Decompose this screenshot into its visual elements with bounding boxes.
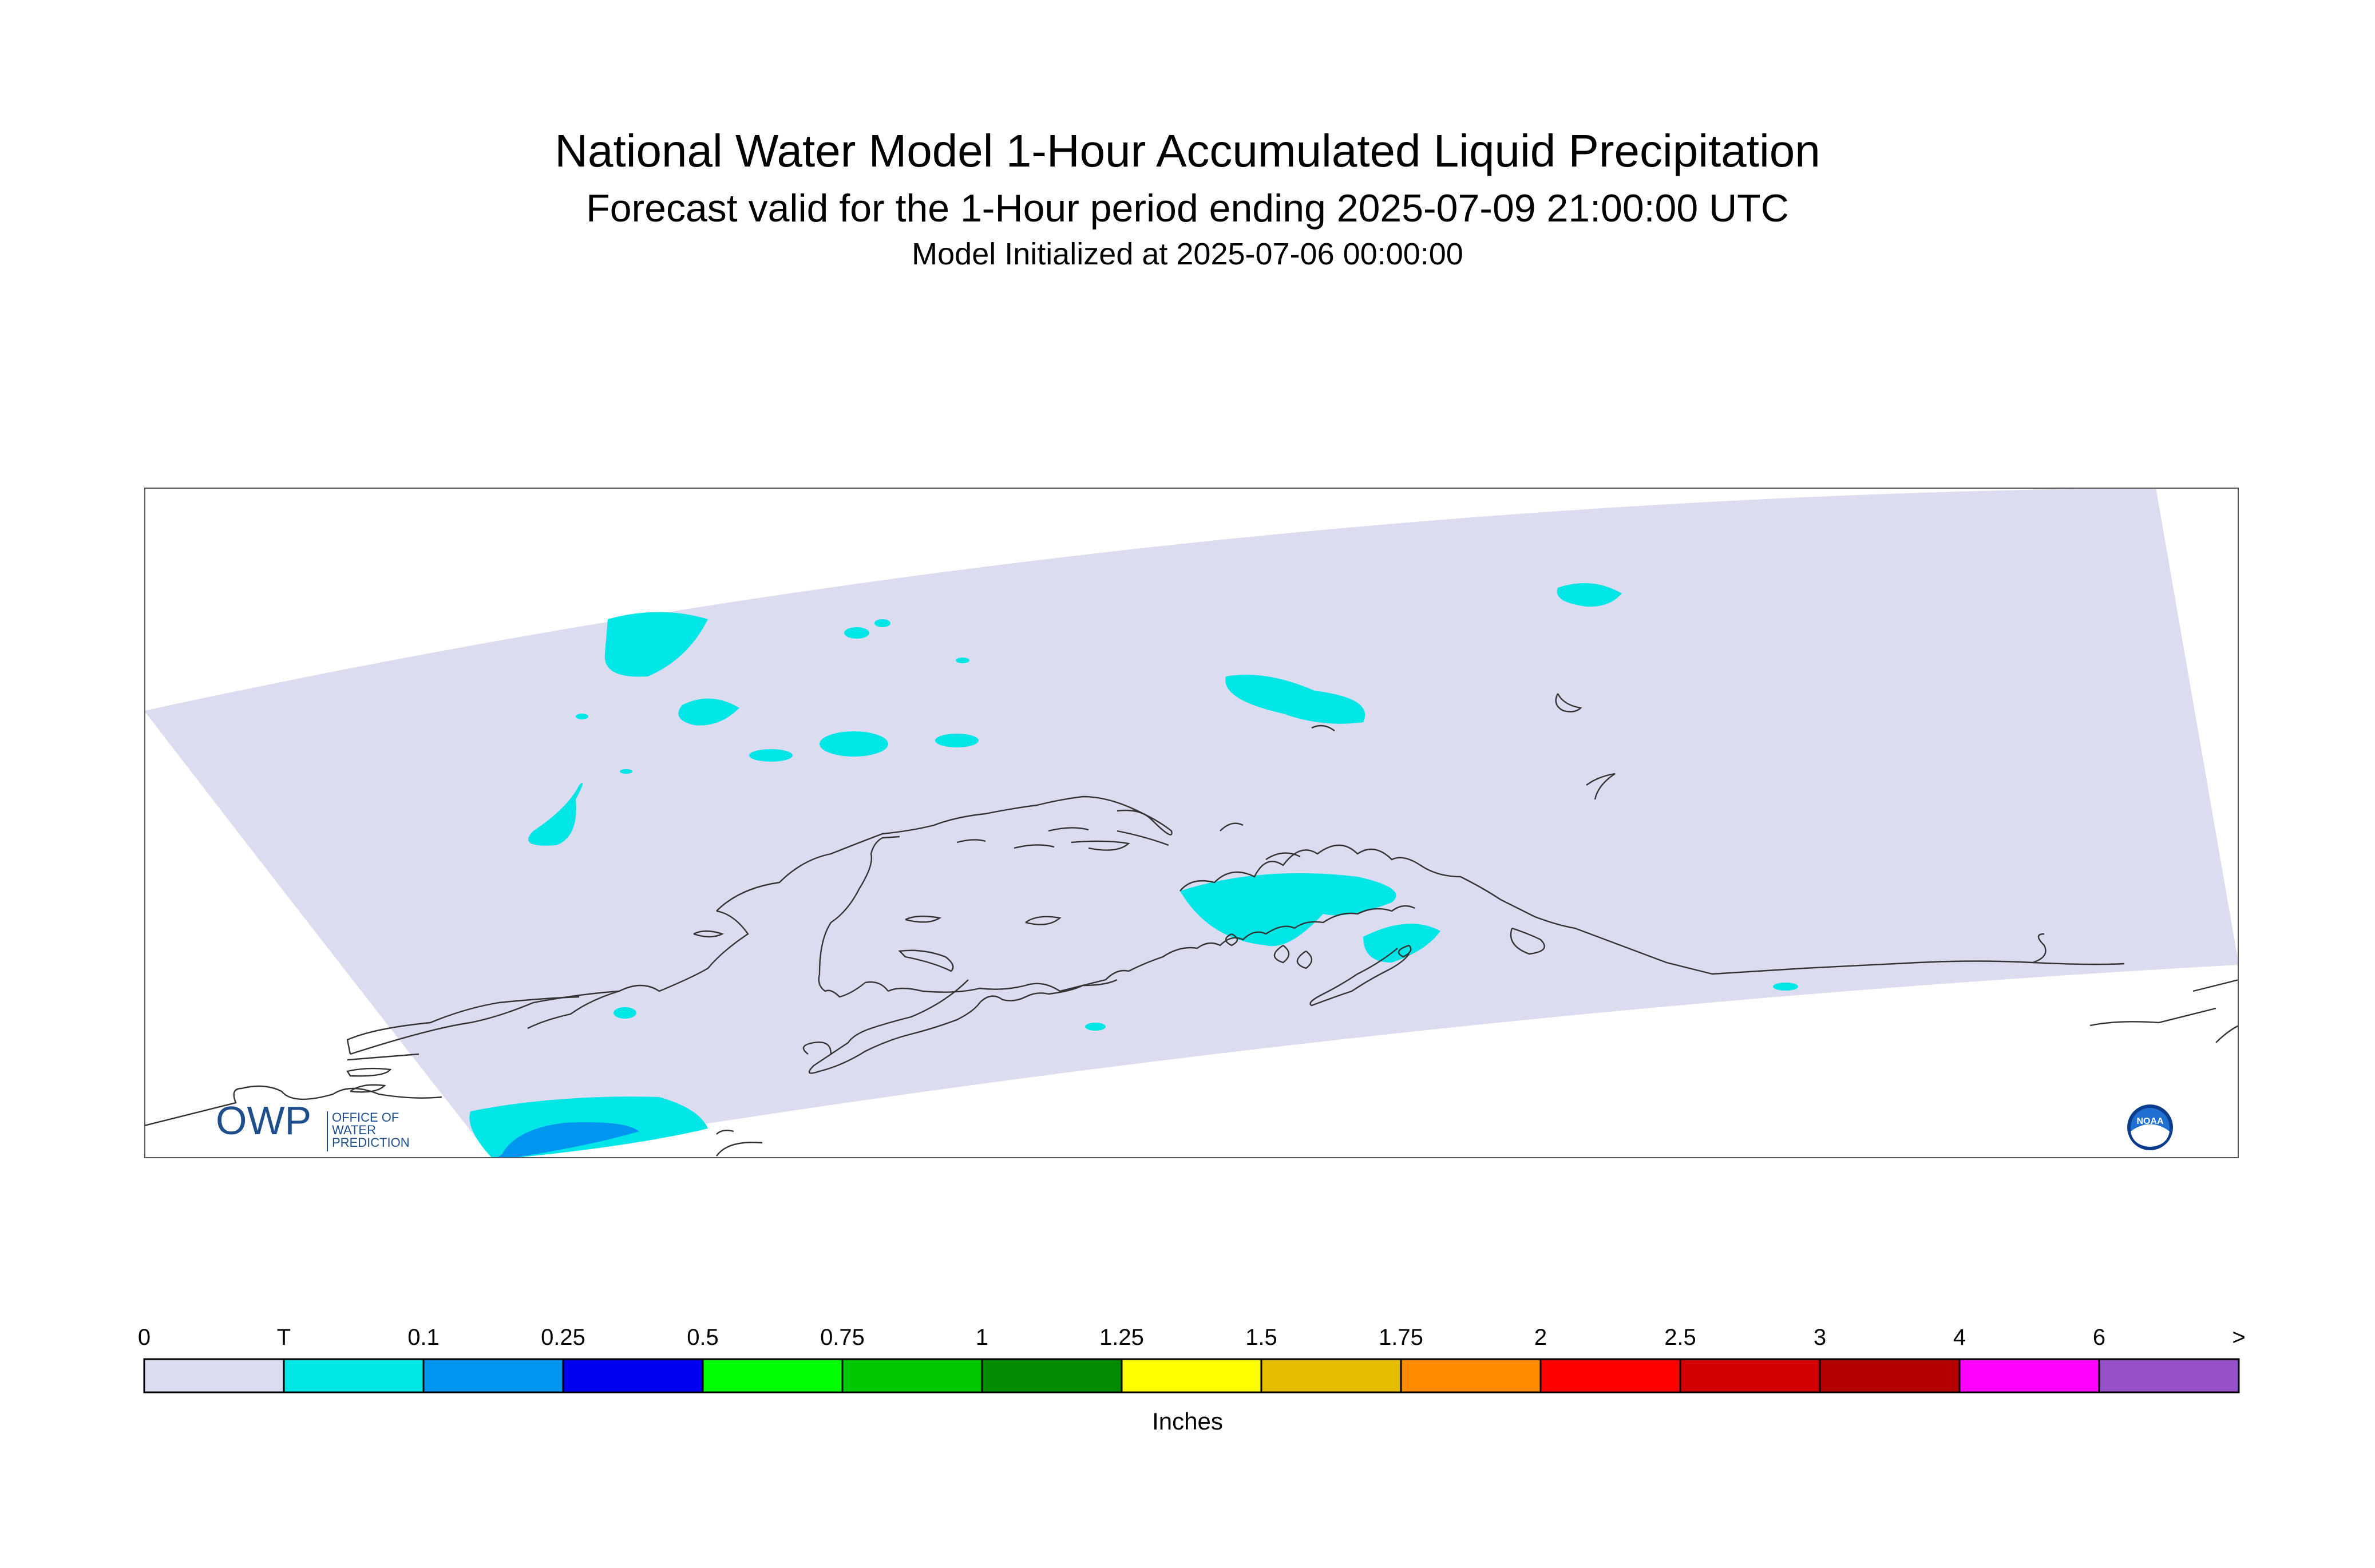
legend-swatch	[1958, 1358, 2100, 1393]
owp-line1: OFFICE OF	[332, 1110, 399, 1124]
legend-swatch	[1539, 1358, 1681, 1393]
legend-tick-label: 1.75	[1379, 1325, 1423, 1350]
precip-patch	[935, 734, 979, 747]
precip-patch	[1773, 983, 1798, 991]
legend-tick-label: 0	[138, 1325, 151, 1350]
legend-tick-label: T	[277, 1325, 291, 1350]
legend-swatch	[422, 1358, 564, 1393]
legend-swatch	[1121, 1358, 1262, 1393]
legend-tick-label: 2.5	[1664, 1325, 1696, 1350]
precip-patch	[576, 714, 588, 719]
precip-patch	[833, 737, 874, 751]
precip-patch	[1363, 924, 1440, 963]
legend-swatch	[981, 1358, 1123, 1393]
legend-swatch	[1819, 1358, 1961, 1393]
map-title: National Water Model 1-Hour Accumulated …	[555, 125, 1820, 176]
owp-line2: WATER	[332, 1123, 376, 1137]
legend-swatch	[562, 1358, 704, 1393]
precip-patch	[749, 749, 793, 762]
legend-swatches	[143, 1358, 2240, 1393]
noaa-logo-icon: NOAA	[2127, 1104, 2173, 1150]
owp-line3: PREDICTION	[332, 1135, 410, 1150]
legend-tick-label: 0.25	[541, 1325, 585, 1350]
precip-patch	[604, 612, 708, 677]
legend-tick-label: 1	[976, 1325, 988, 1350]
light-blue-precip-area	[496, 1122, 639, 1158]
legend-tick-label: 0.1	[407, 1325, 440, 1350]
precip-patch	[1085, 1023, 1106, 1031]
legend-labels: 0 T 0.1 0.25 0.5 0.75 1 1.25 1.5 1.75 2 2.5 3 4 6 >	[138, 1325, 2246, 1350]
owp-mark: OWP	[216, 1098, 311, 1143]
legend-tick-label: 4	[1953, 1325, 1966, 1350]
precip-patch	[956, 658, 969, 663]
precip-patch	[1180, 873, 1396, 947]
model-init-line: Model Initialized at 2025-07-06 00:00:00	[912, 237, 1463, 271]
owp-logo: OWP OFFICE OF WATER PREDICTION	[216, 1098, 410, 1151]
legend-swatch	[702, 1358, 844, 1393]
noaa-label: NOAA	[2136, 1116, 2164, 1126]
trace-precip-areas	[469, 583, 1798, 1158]
precip-patch	[874, 619, 890, 627]
precip-patch	[528, 782, 583, 846]
legend-tick-label: 0.5	[687, 1325, 719, 1350]
legend-swatch	[1260, 1358, 1402, 1393]
legend-swatch	[283, 1358, 425, 1393]
legend-tick-label: 0.75	[820, 1325, 865, 1350]
legend-tick-label: 6	[2093, 1325, 2105, 1350]
precip-patch	[844, 627, 869, 639]
coastlines	[144, 693, 2239, 1157]
precip-patch	[1557, 583, 1622, 607]
map-frame	[144, 488, 2239, 1158]
precip-patch	[1225, 675, 1365, 724]
legend-unit-label: Inches	[1152, 1408, 1223, 1435]
precip-patch	[620, 769, 632, 774]
legend-tick-label: 3	[1814, 1325, 1826, 1350]
map-subtitle: Forecast valid for the 1-Hour period end…	[586, 187, 1789, 230]
legend-swatch	[1679, 1358, 1821, 1393]
legend-tick-label: 2	[1534, 1325, 1547, 1350]
legend-swatch	[1400, 1358, 1542, 1393]
precip-patch	[613, 1007, 636, 1019]
legend-tick-label: 1.5	[1245, 1325, 1277, 1350]
legend-tick-label: 1.25	[1099, 1325, 1144, 1350]
legend-swatch	[2098, 1358, 2240, 1393]
precipitation-map: OWP OFFICE OF WATER PREDICTION NOAA	[144, 488, 2239, 1158]
precip-patch	[678, 698, 739, 726]
legend-swatch	[841, 1358, 983, 1393]
legend-swatch	[143, 1358, 285, 1393]
legend-tick-label: >	[2232, 1325, 2245, 1350]
